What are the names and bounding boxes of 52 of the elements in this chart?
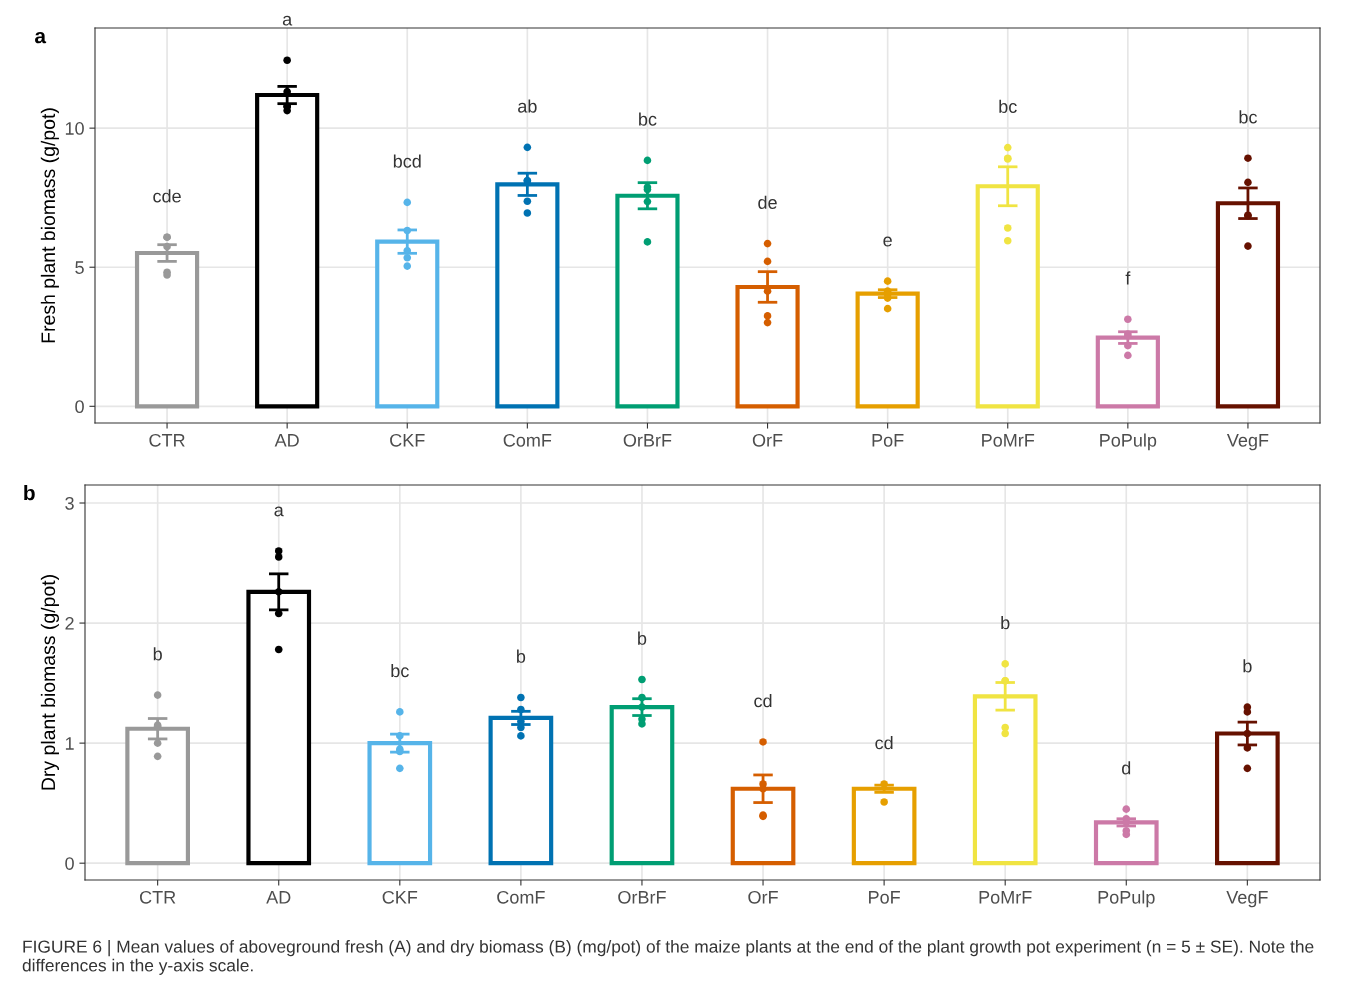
x-tick-label: PoF <box>869 891 900 904</box>
annotation: bc <box>391 664 409 678</box>
x-tick-label: ComF <box>503 433 552 447</box>
text: b <box>24 485 35 501</box>
x-tick-label: OrF <box>752 433 783 447</box>
x-tick-label: CKF <box>382 890 418 904</box>
x-tick-label: CKF <box>390 433 425 447</box>
annotation: cd <box>875 736 893 750</box>
y-tick-label: 0 <box>65 857 74 870</box>
x-tick-label: OrF <box>748 890 778 904</box>
annotation: e <box>883 236 892 247</box>
y-axis-title: Dry plant biomass (g/pot) <box>40 575 59 790</box>
x-tick-label: PoPulp <box>1098 890 1155 908</box>
x-tick-label: VegF <box>1226 434 1269 451</box>
annotation: cde <box>153 189 181 203</box>
annotation: b <box>1243 659 1252 673</box>
x-tick-label: PoMrF <box>982 434 1035 447</box>
annotation: bcd <box>393 154 421 168</box>
annotation: f <box>1125 271 1131 285</box>
chart-title: a <box>282 15 293 26</box>
annotation: bc <box>1239 110 1257 124</box>
annotation: b <box>517 649 526 663</box>
annotation: ab <box>518 99 537 113</box>
x-tick-label: ComF <box>497 890 545 904</box>
x-tick-label: PoPulp <box>1100 433 1157 451</box>
y-tick-label: 0 <box>75 400 84 414</box>
x-tick-label: VegF <box>1226 891 1268 908</box>
annotation: bc <box>639 112 657 126</box>
x-tick-label: AD <box>274 434 299 447</box>
caption: FIGURE 6 | Mean values of aboveground fresh (A) and dry biomass (B) (mg/pot) of the maize plants at the end of the plant growth pot experiment (n = 5 ± SE). Note the differences in the y-axis scale. <box>22 940 1314 975</box>
annotation: bc <box>999 99 1017 113</box>
y-tick-label: 3 <box>65 496 74 510</box>
x-tick-label: AD <box>266 891 291 904</box>
x-tick-label: PoF <box>872 434 904 447</box>
annotation: d <box>1122 761 1131 775</box>
annotation: b <box>1001 615 1010 630</box>
y-tick-label: 2 <box>65 617 74 630</box>
x-tick-label: CTR <box>140 890 176 904</box>
annotation: b <box>638 631 647 645</box>
text: a <box>35 31 47 44</box>
annotation: de <box>758 195 777 209</box>
y-tick-label: 1 <box>65 737 74 750</box>
x-tick-label: PoMrF <box>979 891 1032 904</box>
y-axis-title: Fresh plant biomass (g/pot) <box>40 108 59 343</box>
text: b <box>153 647 162 661</box>
x-tick-label: OrBrF <box>618 890 666 904</box>
annotation: a <box>274 506 284 517</box>
y-tick-label: 5 <box>75 261 84 274</box>
y-tick-label: 10 <box>65 122 84 135</box>
annotation: cd <box>754 694 772 708</box>
x-tick-label: CTR <box>149 433 185 447</box>
x-tick-label: OrBrF <box>623 433 672 447</box>
